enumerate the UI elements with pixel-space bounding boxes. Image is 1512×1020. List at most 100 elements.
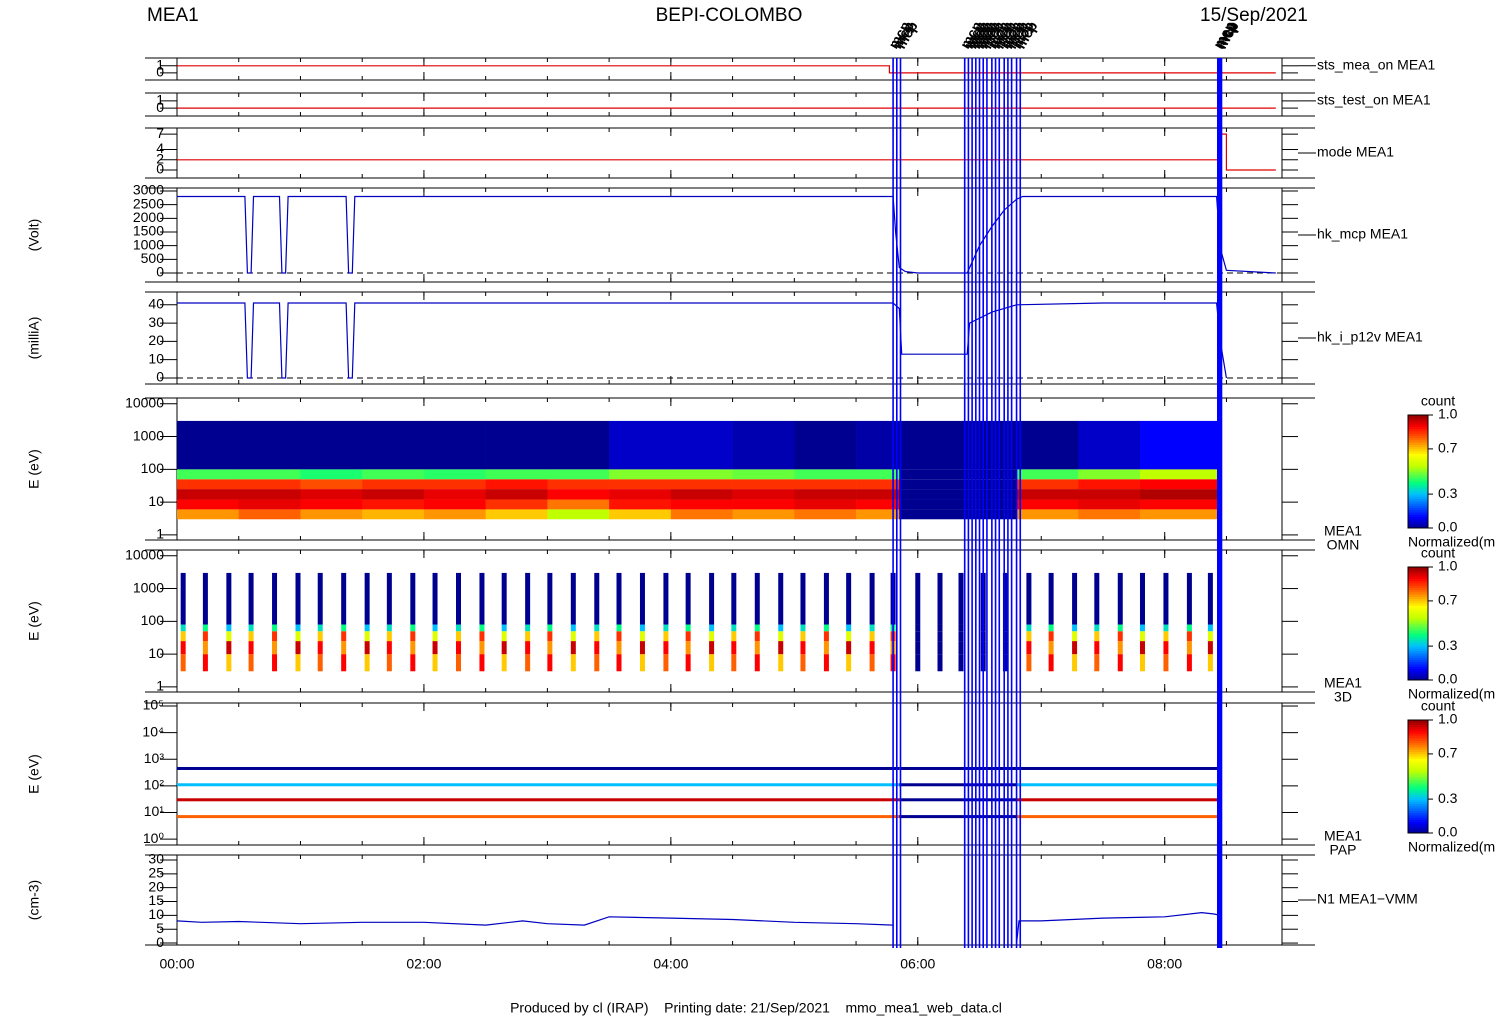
bar-cell [1026,654,1032,672]
colorbar-swatch [1408,598,1428,602]
colorbar-swatch [1408,587,1428,591]
y-tick-label: 100 [141,612,165,628]
colorbar-swatch [1408,616,1428,620]
bar-cell [226,641,232,655]
colorbar-swatch [1408,594,1428,597]
y-axis-label: E (eV) [26,449,42,489]
bar-cell [846,624,852,632]
colorbar-swatch [1408,744,1428,748]
spectro-cell [899,469,1017,480]
colorbar-swatch [1408,521,1428,524]
y-tick-label: 2500 [133,195,164,211]
y-tick-label: 100 [141,460,165,476]
bar-cell [180,624,186,632]
bar-cell [800,641,806,655]
spectro-cell [899,509,1017,520]
bar-cell [272,631,278,642]
bar-cell [1117,654,1123,672]
spectro-cell [238,469,301,480]
spectro-cell [485,489,548,500]
y-tick-label: 10² [144,777,165,793]
bar-cell [1139,631,1145,642]
bar-cell [958,631,964,642]
x-tick-label: 00:00 [159,956,194,972]
spectro-cell [238,489,301,500]
y-tick-label: 3000 [133,182,164,198]
colorbar-frame [1407,566,1429,681]
bar-cell [823,631,829,642]
colorbar-swatch [1408,787,1428,791]
pap-band [177,798,900,802]
spectro-cell [547,509,610,520]
spectro-cell [856,499,900,510]
bar-cell [1002,654,1008,672]
bar-cell [754,631,760,642]
colorbar-title: count [1421,698,1455,714]
bar-cell [1072,631,1078,642]
colorbar-swatch [1408,740,1428,744]
colorbar-swatch [1408,424,1428,427]
colorbar-swatch [1408,512,1428,515]
colorbar-tick-label: 0.0 [1438,671,1458,687]
spectro-cell [856,469,900,480]
bar-cell [685,624,691,632]
bar-cell [202,631,208,642]
colorbar-swatch [1408,774,1428,777]
colorbar-swatch [1408,494,1428,497]
spectro-cell [177,479,240,490]
pap-band [177,783,900,787]
bar-cell [1163,631,1169,642]
spectro-cell [300,489,363,500]
y-tick-label: 25 [148,865,164,881]
bar-cell [1186,641,1192,655]
spectro-cell [177,469,240,480]
y-axis-label: (cm-3) [26,880,42,920]
bar-cell [1186,572,1192,625]
bar-cell [1026,631,1032,642]
colorbar-swatch [1408,830,1428,834]
header-left: MEA1 [147,5,199,26]
bar-cell [846,631,852,642]
y-tick-label: 10⁵ [143,697,164,713]
bar-cell [1072,641,1078,655]
bar-cell [663,572,669,625]
colorbar-swatch [1408,799,1428,802]
bar-cell [709,654,715,672]
bar-cell [248,572,254,625]
bar-cell [663,624,669,632]
colorbar-swatch [1408,648,1428,652]
colorbar-swatch [1408,464,1428,468]
bar-cell [1048,654,1054,672]
colorbar-swatch [1408,600,1428,604]
bar-cell [1026,624,1032,632]
pap-band [899,815,1017,819]
bar-cell [432,641,438,655]
bar-cell [846,641,852,655]
bar-cell [432,654,438,672]
colorbar-tick-label: 1.0 [1438,558,1458,574]
colorbar-swatch [1408,421,1428,425]
bar-cell [525,624,531,632]
bar-cell [386,631,392,642]
colorbar-title: count [1421,545,1455,561]
bar-cell [410,631,416,642]
y-tick-label: 10¹ [144,803,165,819]
bar-cell [639,572,645,625]
spectro-cell [609,420,672,470]
bar-cell [731,572,737,625]
y-tick-label: 0 [156,934,164,950]
bar-cell [915,654,921,672]
y-tick-label: 30 [148,851,164,867]
colorbar-swatch [1408,756,1428,759]
bar-cell [937,631,943,642]
bar-cell [1048,641,1054,655]
spectro-cell [1078,499,1141,510]
spectro-cell [856,489,900,500]
colorbar-swatch [1408,823,1428,827]
x-tick-label: 02:00 [406,956,441,972]
colorbar-swatch [1408,457,1428,461]
bar-cell [685,572,691,625]
spectro-cell [794,489,857,500]
bar-cell [846,572,852,625]
